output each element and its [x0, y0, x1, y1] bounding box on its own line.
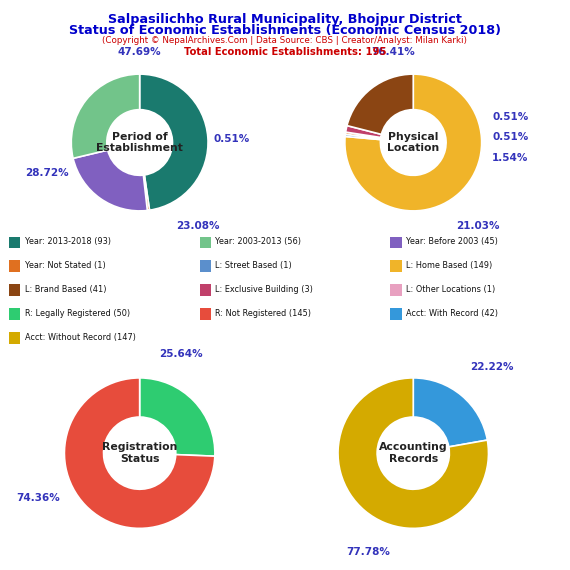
Wedge shape	[413, 378, 487, 447]
Text: 22.22%: 22.22%	[470, 361, 514, 372]
Text: 1.54%: 1.54%	[492, 153, 528, 162]
Wedge shape	[140, 74, 208, 210]
Text: R: Legally Registered (50): R: Legally Registered (50)	[25, 309, 129, 318]
Text: Period of
Establishment: Period of Establishment	[96, 132, 183, 153]
Text: Acct: Without Record (147): Acct: Without Record (147)	[25, 333, 136, 342]
Text: (Copyright © NepalArchives.Com | Data Source: CBS | Creator/Analyst: Milan Karki: (Copyright © NepalArchives.Com | Data So…	[103, 36, 467, 46]
Text: L: Other Locations (1): L: Other Locations (1)	[406, 285, 496, 294]
Text: Total Economic Establishments: 195: Total Economic Establishments: 195	[184, 47, 386, 57]
Text: Year: Before 2003 (45): Year: Before 2003 (45)	[406, 237, 498, 246]
Text: Year: 2013-2018 (93): Year: 2013-2018 (93)	[25, 237, 111, 246]
Text: 77.78%: 77.78%	[346, 547, 390, 557]
Text: 76.41%: 76.41%	[371, 47, 414, 57]
Text: Salpasilichho Rural Municipality, Bhojpur District: Salpasilichho Rural Municipality, Bhojpu…	[108, 13, 462, 26]
Wedge shape	[345, 132, 381, 139]
Text: 0.51%: 0.51%	[492, 112, 528, 121]
Text: 0.51%: 0.51%	[214, 134, 250, 144]
Text: Acct: With Record (42): Acct: With Record (42)	[406, 309, 498, 318]
Text: Accounting
Records: Accounting Records	[379, 442, 447, 464]
Text: Year: 2003-2013 (56): Year: 2003-2013 (56)	[215, 237, 302, 246]
Text: Year: Not Stated (1): Year: Not Stated (1)	[25, 261, 105, 270]
Text: R: Not Registered (145): R: Not Registered (145)	[215, 309, 311, 318]
Wedge shape	[345, 74, 482, 211]
Text: Registration
Status: Registration Status	[102, 442, 177, 464]
Wedge shape	[64, 378, 215, 528]
Text: L: Exclusive Building (3): L: Exclusive Building (3)	[215, 285, 314, 294]
Text: 0.51%: 0.51%	[492, 132, 528, 142]
Wedge shape	[71, 74, 140, 158]
Text: 25.64%: 25.64%	[159, 349, 203, 359]
Wedge shape	[347, 74, 413, 135]
Text: L: Brand Based (41): L: Brand Based (41)	[25, 285, 106, 294]
Wedge shape	[345, 125, 381, 137]
Text: 21.03%: 21.03%	[457, 221, 500, 231]
Text: 28.72%: 28.72%	[26, 168, 69, 178]
Text: Status of Economic Establishments (Economic Census 2018): Status of Economic Establishments (Econo…	[69, 24, 501, 37]
Wedge shape	[143, 175, 149, 210]
Text: Physical
Location: Physical Location	[387, 132, 439, 153]
Wedge shape	[345, 135, 381, 140]
Wedge shape	[140, 378, 215, 456]
Text: L: Home Based (149): L: Home Based (149)	[406, 261, 492, 270]
Text: 47.69%: 47.69%	[118, 47, 161, 57]
Text: 74.36%: 74.36%	[16, 493, 60, 503]
Text: L: Street Based (1): L: Street Based (1)	[215, 261, 292, 270]
Wedge shape	[338, 378, 488, 528]
Text: 23.08%: 23.08%	[176, 221, 219, 231]
Wedge shape	[73, 150, 148, 211]
